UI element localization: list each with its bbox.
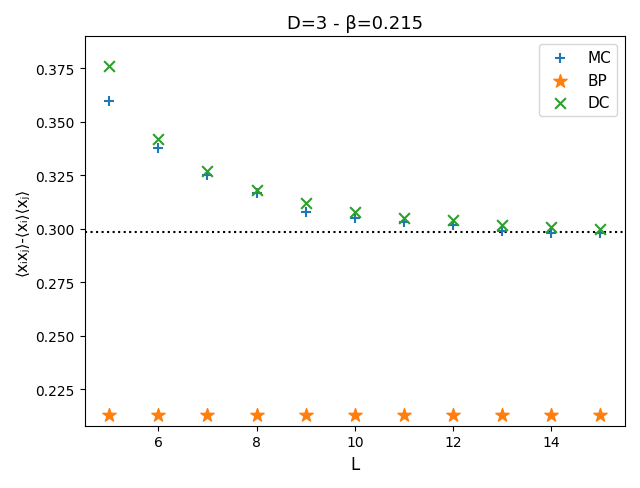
BP (153, 411, 163, 419)
DC (153, 136, 163, 143)
BP (349, 411, 360, 419)
DC (399, 215, 409, 223)
Y-axis label: ⟨xᵢxⱼ⟩-⟨xᵢ⟩⟨xⱼ⟩: ⟨xᵢxⱼ⟩-⟨xᵢ⟩⟨xⱼ⟩ (15, 187, 30, 276)
BP (104, 411, 115, 419)
DC (301, 200, 311, 208)
DC (448, 217, 458, 225)
MC (399, 219, 409, 227)
BP (252, 411, 262, 419)
MC (448, 221, 458, 229)
DC (349, 208, 360, 216)
MC (349, 215, 360, 223)
MC (104, 98, 115, 105)
DC (104, 63, 115, 71)
BP (497, 411, 508, 419)
MC (497, 227, 508, 235)
DC (497, 221, 508, 229)
X-axis label: L: L (350, 455, 360, 473)
DC (595, 225, 605, 233)
MC (546, 230, 556, 238)
MC (301, 208, 311, 216)
BP (202, 411, 212, 419)
MC (202, 172, 212, 180)
BP (546, 411, 556, 419)
MC (252, 189, 262, 197)
BP (595, 411, 605, 419)
DC (252, 187, 262, 195)
BP (448, 411, 458, 419)
MC (595, 230, 605, 238)
Title: D=3 - β=0.215: D=3 - β=0.215 (287, 15, 423, 33)
BP (399, 411, 409, 419)
BP (301, 411, 311, 419)
Legend: MC, BP, DC: MC, BP, DC (539, 45, 618, 117)
DC (546, 224, 556, 231)
DC (202, 168, 212, 176)
MC (153, 144, 163, 152)
